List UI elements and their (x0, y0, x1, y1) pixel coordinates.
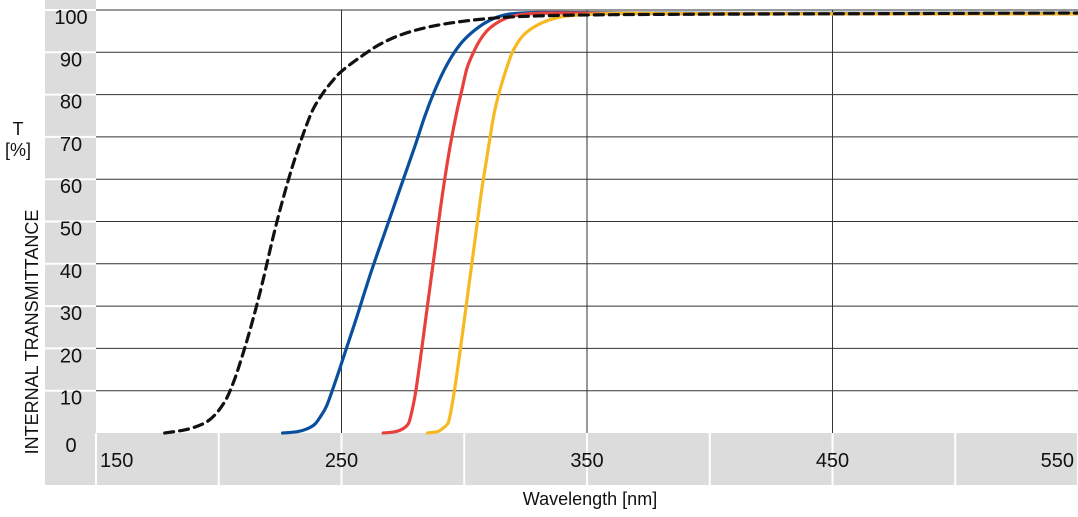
y-tick-label: 40 (60, 261, 82, 283)
y-tick-label: 70 (60, 134, 82, 156)
tick-labels: 0 10 20 30 40 50 60 70 80 90 100 150 250 350 450 550 (54, 7, 1074, 472)
y-tick-label: 50 (60, 219, 82, 241)
y-axis-unit: [%] (5, 140, 31, 160)
series-line-2 (281, 10, 1078, 435)
y-tick-label: 90 (60, 49, 82, 71)
x-tick-label: 550 (1041, 450, 1074, 472)
y-tick-label: 100 (54, 7, 87, 29)
series-line-3 (381, 11, 1078, 435)
x-axis-title: Wavelength [nm] (523, 489, 657, 509)
y-axis-band (45, 0, 96, 485)
y-tick-label: 30 (60, 303, 82, 325)
y-tick-label: 60 (60, 176, 82, 198)
x-tick-label: 250 (325, 450, 358, 472)
y-axis-title: INTERNAL TRANSMITTANCE (22, 210, 42, 455)
x-tick-label: 350 (570, 450, 603, 472)
y-tick-label: 20 (60, 345, 82, 367)
x-tick-label: 450 (816, 450, 849, 472)
series-line-4 (425, 11, 1078, 435)
series-layer (163, 10, 1078, 435)
y-tick-label: 80 (60, 92, 82, 114)
x-tick-label: 150 (100, 450, 133, 472)
y-tick-label: 0 (65, 435, 76, 457)
x-axis-band (45, 433, 1078, 485)
series-line-1 (163, 11, 1078, 435)
axis-bands (45, 0, 1078, 485)
y-tick-label: 10 (60, 388, 82, 410)
grid-lines (96, 9, 1078, 433)
y-axis-symbol: T (13, 119, 24, 139)
